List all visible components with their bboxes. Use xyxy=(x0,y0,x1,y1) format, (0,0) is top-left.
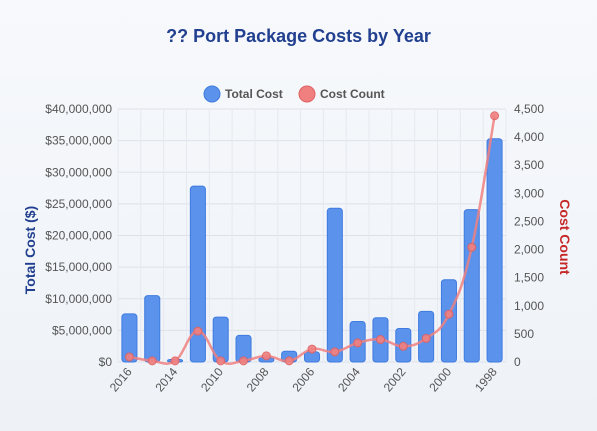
x-tick-label: 2010 xyxy=(198,365,226,395)
point-2001[interactable] xyxy=(421,333,431,343)
left-tick-label: $5,000,000 xyxy=(52,323,112,337)
point-2016[interactable] xyxy=(124,352,134,362)
point-2011[interactable] xyxy=(193,326,203,336)
right-tick-label: 1,500 xyxy=(514,271,544,285)
bar-2005[interactable] xyxy=(326,207,343,363)
right-tick-label: 2,000 xyxy=(514,243,544,257)
right-tick-label: 0 xyxy=(514,355,521,369)
left-tick-label: $10,000,000 xyxy=(45,292,112,306)
point-2007[interactable] xyxy=(284,356,294,366)
legend-swatch xyxy=(298,85,316,103)
bar-2011[interactable] xyxy=(189,185,206,363)
bar-1998[interactable] xyxy=(486,138,503,363)
line-series xyxy=(124,111,500,366)
x-axis-ticks: 2016 2014 2010 2008 2006 2004 2002 2000 1998 xyxy=(107,365,500,395)
x-tick-label: 1998 xyxy=(472,365,500,395)
right-tick-label: 4,000 xyxy=(514,130,544,144)
point-2002[interactable] xyxy=(398,341,408,351)
point-2010[interactable] xyxy=(216,356,226,366)
bar-2016[interactable] xyxy=(121,313,138,363)
left-tick-label: $25,000,000 xyxy=(45,197,112,211)
left-tick-label: $0 xyxy=(99,355,113,369)
point-1998[interactable] xyxy=(490,111,500,121)
grid-lines xyxy=(117,108,507,363)
point-2006[interactable] xyxy=(307,344,317,354)
legend-label: Cost Count xyxy=(320,87,385,101)
left-tick-label: $20,000,000 xyxy=(45,229,112,243)
point-1999[interactable] xyxy=(467,242,477,252)
legend-item-cost-count[interactable]: Cost Count xyxy=(298,85,385,103)
point-2014[interactable] xyxy=(170,356,180,366)
bar-2015[interactable] xyxy=(144,295,161,363)
point-2009[interactable] xyxy=(239,356,249,366)
left-axis-ticks: $0 $5,000,000 $10,000,000 $15,000,000 $20,00… xyxy=(45,102,112,369)
right-axis-ticks: 0 500 1,000 1,500 2,000 2,500 3,000 3,500 4,000 4… xyxy=(514,102,544,369)
x-tick-label: 2000 xyxy=(426,365,454,395)
right-tick-label: 500 xyxy=(514,327,534,341)
x-tick-label: 2014 xyxy=(152,365,180,395)
right-tick-label: 3,000 xyxy=(514,186,544,200)
point-2008[interactable] xyxy=(261,351,271,361)
legend-swatch xyxy=(203,85,221,103)
right-tick-label: 2,500 xyxy=(514,214,544,228)
bar-2000[interactable] xyxy=(440,279,457,363)
legend-item-total-cost[interactable]: Total Cost xyxy=(203,85,283,103)
legend: Total Cost Cost Count xyxy=(203,85,385,103)
left-tick-label: $40,000,000 xyxy=(45,102,112,116)
x-tick-label: 2002 xyxy=(381,365,409,395)
left-tick-label: $35,000,000 xyxy=(45,134,112,148)
cost-count-line xyxy=(129,115,496,366)
right-axis-title: Cost Count xyxy=(557,199,573,275)
x-tick-label: 2006 xyxy=(289,365,317,395)
legend-label: Total Cost xyxy=(225,87,283,101)
x-tick-label: 2008 xyxy=(244,365,272,395)
left-tick-label: $15,000,000 xyxy=(45,260,112,274)
right-tick-label: 4,500 xyxy=(514,102,544,116)
right-tick-label: 3,500 xyxy=(514,158,544,172)
x-tick-label: 2016 xyxy=(107,365,135,395)
right-tick-label: 1,000 xyxy=(514,299,544,313)
chart-title: ?? Port Package Costs by Year xyxy=(166,26,431,46)
point-2005[interactable] xyxy=(330,347,340,357)
point-2003[interactable] xyxy=(375,335,385,345)
left-axis-title: Total Cost ($) xyxy=(22,206,38,294)
point-2004[interactable] xyxy=(353,338,363,348)
point-2015[interactable] xyxy=(147,356,157,366)
point-2000[interactable] xyxy=(444,309,454,319)
left-tick-label: $30,000,000 xyxy=(45,165,112,179)
bar-1999[interactable] xyxy=(463,209,480,363)
x-tick-label: 2004 xyxy=(335,365,363,395)
